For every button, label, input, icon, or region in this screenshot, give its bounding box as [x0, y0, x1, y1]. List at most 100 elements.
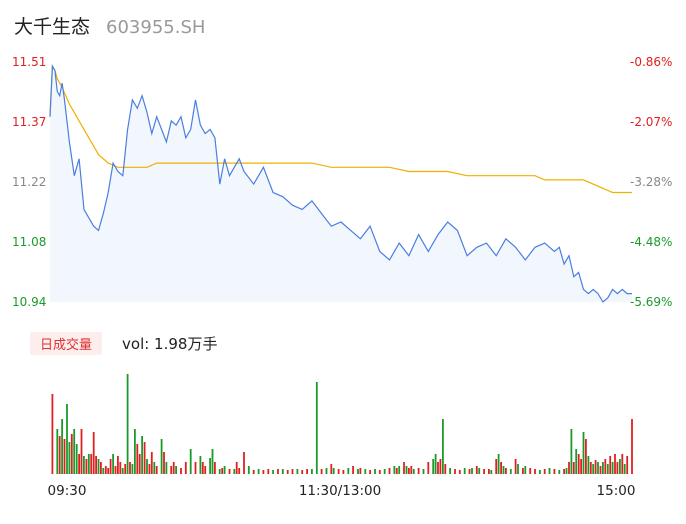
volume-bar	[136, 444, 139, 474]
volume-bar	[131, 464, 134, 474]
volume-bar	[502, 466, 505, 474]
volume-bar	[548, 468, 551, 474]
volume-bar	[70, 434, 73, 474]
volume-bar	[267, 469, 270, 474]
volume-bar	[117, 456, 119, 474]
volume-bar	[75, 444, 78, 474]
volume-value: vol: 1.98万手	[122, 334, 218, 353]
volume-bar	[194, 462, 197, 474]
volume-bar	[619, 459, 621, 474]
volume-bar	[437, 462, 439, 474]
volume-bar	[286, 470, 289, 474]
volume-bar	[277, 469, 279, 474]
volume-bar	[306, 469, 308, 474]
volume-chart	[51, 374, 633, 474]
volume-bar	[611, 462, 614, 474]
volume-bar	[488, 469, 490, 474]
volume-bar	[163, 452, 165, 474]
y-tick-right: -0.86%	[630, 55, 672, 69]
volume-bar	[631, 419, 633, 474]
volume-bar	[539, 470, 541, 474]
volume-bar	[80, 429, 83, 474]
stock-code: 603955.SH	[106, 17, 206, 38]
volume-bar	[337, 469, 340, 474]
volume-bar	[209, 458, 211, 474]
volume-bar	[522, 468, 524, 474]
volume-bar	[543, 469, 546, 474]
volume-bar	[100, 462, 102, 474]
volume-bar	[296, 469, 299, 474]
volume-bar	[434, 454, 437, 474]
y-tick-right: -5.69%	[630, 295, 672, 309]
volume-bar	[509, 469, 512, 474]
volume-bar	[184, 462, 187, 474]
volume-bar	[383, 469, 386, 474]
y-tick-left: 11.08	[12, 235, 46, 249]
volume-bar	[85, 459, 88, 474]
volume-bar	[524, 466, 527, 474]
volume-bar	[408, 468, 410, 474]
volume-bar	[143, 442, 146, 474]
volume-bar	[347, 468, 350, 474]
volume-bar	[221, 468, 224, 474]
volume-bar	[301, 470, 304, 474]
volume-bar	[257, 469, 260, 474]
volume-bar	[92, 432, 95, 474]
volume-bar	[458, 470, 461, 474]
volume-bar	[252, 470, 255, 474]
volume-bar	[218, 469, 221, 474]
volume-bar	[478, 468, 481, 474]
volume-bar	[61, 419, 63, 474]
volume-bar	[320, 469, 323, 474]
volume-bar	[403, 462, 405, 474]
volume-bar	[247, 466, 250, 474]
volume-header: 日成交量 vol: 1.98万手	[30, 331, 218, 355]
volume-bar	[449, 468, 451, 474]
volume-bar	[238, 468, 241, 474]
volume-bar	[272, 470, 274, 474]
volume-bar	[439, 459, 442, 474]
volume-bar	[475, 466, 478, 474]
daily-volume-badge[interactable]: 日成交量	[30, 331, 103, 355]
y-tick-right: -3.28%	[630, 175, 672, 189]
volume-bar	[109, 459, 112, 474]
volume-bar	[505, 468, 507, 474]
volume-bar	[148, 464, 151, 474]
volume-bar	[432, 459, 435, 474]
volume-bar	[606, 464, 609, 474]
volume-bar	[471, 468, 473, 474]
volume-bar	[444, 464, 447, 474]
stock-header: 大千生态 603955.SH	[14, 12, 205, 40]
volume-bar	[262, 470, 265, 474]
volume-bar	[594, 460, 597, 474]
y-tick-right: -2.07%	[630, 115, 672, 129]
volume-bar	[97, 459, 100, 474]
volume-bar	[126, 374, 129, 474]
volume-bar	[609, 456, 612, 474]
volume-bar	[514, 459, 517, 474]
volume-bar	[342, 470, 345, 474]
volume-bar	[58, 436, 61, 474]
volume-bar	[73, 429, 76, 474]
volume-bar	[281, 469, 284, 474]
volume-bar	[359, 468, 362, 474]
time-axis: 09:30 11:30/13:00 15:00	[48, 483, 636, 499]
volume-bar	[175, 466, 177, 474]
volume-bar	[534, 469, 536, 474]
volume-bar	[352, 466, 354, 474]
volume-bar	[517, 464, 519, 474]
volume-bar	[568, 462, 570, 474]
stock-name: 大千生态	[14, 16, 91, 38]
volume-bar	[468, 469, 471, 474]
volume-bar	[621, 454, 624, 474]
volume-bar	[585, 439, 587, 474]
volume-bar	[201, 462, 204, 474]
volume-bar	[83, 456, 85, 474]
volume-bar	[580, 459, 582, 474]
volume-bar	[602, 462, 604, 474]
price-line	[49, 64, 632, 303]
y-tick-left: 11.37	[12, 115, 46, 129]
volume-bar	[172, 462, 175, 474]
volume-bar	[165, 462, 168, 474]
volume-bar	[529, 468, 532, 474]
